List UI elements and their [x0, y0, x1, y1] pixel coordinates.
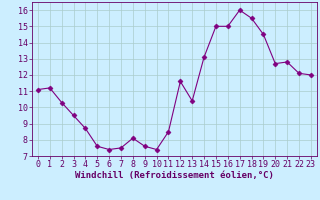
X-axis label: Windchill (Refroidissement éolien,°C): Windchill (Refroidissement éolien,°C) [75, 171, 274, 180]
